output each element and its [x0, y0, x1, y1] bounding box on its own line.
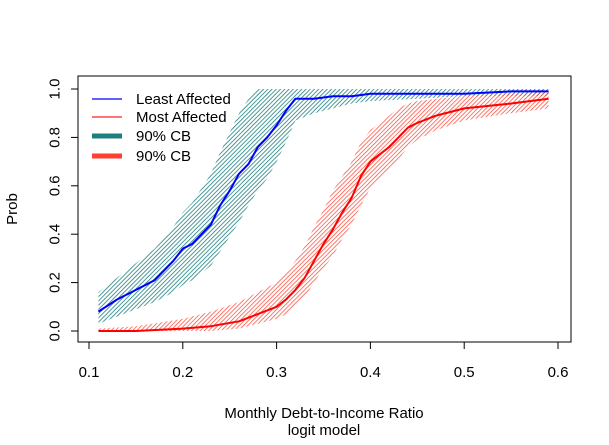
x-axis-subtitle: logit model — [288, 422, 361, 439]
y-axis: 0.0 0.2 0.4 0.6 0.8 1.0 — [47, 79, 79, 342]
y-axis-label: Prob — [4, 193, 21, 225]
x-axis: 0.1 0.2 0.3 0.4 0.5 0.6 — [79, 341, 569, 381]
x-tick-label: 0.2 — [172, 364, 193, 381]
x-tick-label: 0.4 — [360, 364, 381, 381]
y-tick-label: 0.4 — [47, 224, 64, 245]
legend-cb-least-label: 90% CB — [136, 128, 191, 145]
series-lines — [97, 90, 549, 332]
legend-most-affected-label: Most Affected — [136, 109, 227, 126]
y-tick-label: 0.8 — [47, 127, 64, 148]
x-tick-label: 0.6 — [548, 364, 569, 381]
x-tick-label: 0.5 — [454, 364, 475, 381]
x-axis-label: Monthly Debt-to-Income Ratio — [224, 405, 423, 422]
confidence-bands — [98, 89, 549, 332]
confidence-band-most-affected — [98, 91, 549, 332]
y-tick-label: 0.6 — [47, 175, 64, 196]
y-tick-label: 0.0 — [47, 321, 64, 342]
confidence-band-least-affected — [98, 89, 549, 324]
x-tick-label: 0.3 — [266, 364, 287, 381]
x-tick-label: 0.1 — [79, 364, 100, 381]
series-line-least-affected — [97, 90, 549, 313]
y-tick-label: 1.0 — [47, 79, 64, 100]
legend-cb-most-label: 90% CB — [136, 148, 191, 165]
series-line-most-affected — [98, 97, 549, 332]
y-tick-label: 0.2 — [47, 272, 64, 293]
legend-least-affected-label: Least Affected — [136, 91, 231, 108]
